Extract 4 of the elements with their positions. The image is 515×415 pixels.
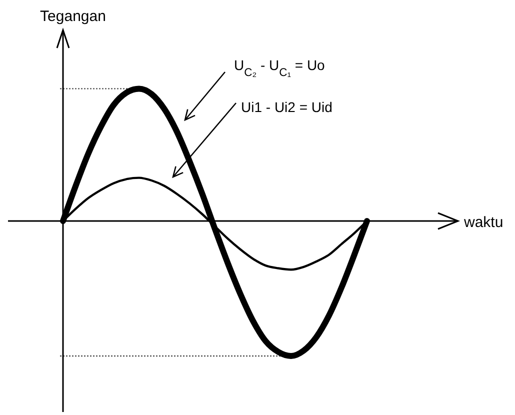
text: waktu [463,214,504,231]
annotation: Ui1 - Ui2 = Uid [241,99,332,115]
y-axis-title: Tegangan [40,8,106,25]
text: U$_{C₂}$ - U$_{C₁}$ = Uo [234,57,326,79]
